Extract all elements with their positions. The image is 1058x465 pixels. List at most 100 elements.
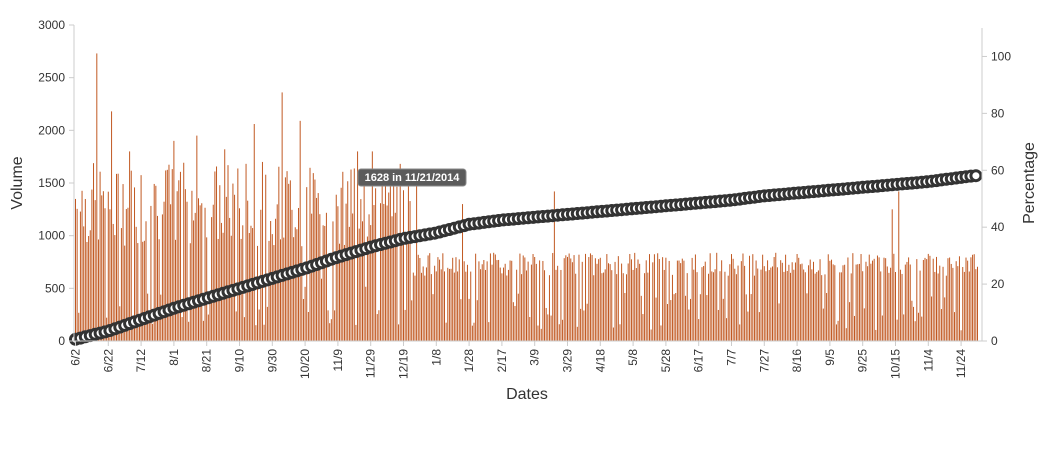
volume-bar — [384, 169, 386, 341]
volume-bar — [89, 230, 91, 341]
volume-bar — [732, 258, 734, 341]
volume-bar — [819, 259, 821, 341]
volume-bar — [175, 239, 177, 341]
volume-bar — [688, 309, 690, 341]
volume-bar — [940, 309, 942, 341]
volume-bar — [917, 312, 919, 341]
volume-bar — [516, 269, 518, 341]
volume-bar — [311, 213, 313, 341]
volume-bar — [936, 256, 937, 341]
volume-bar — [596, 263, 598, 341]
volume-bar — [225, 196, 227, 341]
volume-bar — [844, 264, 846, 341]
volume-bar — [237, 168, 239, 341]
volume-bar — [598, 259, 600, 341]
volume-bar — [368, 214, 370, 341]
volume-bar — [680, 263, 682, 341]
volume-bar — [196, 135, 198, 341]
volume-bar — [165, 170, 167, 341]
volume-bar — [284, 177, 286, 341]
volume-bar — [586, 303, 588, 341]
volume-bar — [901, 273, 903, 341]
volume-bar — [289, 180, 291, 341]
volume-bar — [485, 269, 486, 341]
volume-bar — [762, 254, 764, 341]
x-tick-label: 6/22 — [101, 349, 115, 373]
volume-bar — [268, 240, 270, 341]
volume-bar — [363, 175, 365, 341]
volume-bar — [355, 324, 357, 341]
volume-bar — [903, 314, 905, 341]
volume-bar — [945, 275, 947, 341]
volume-bar — [263, 324, 265, 341]
volume-bar — [537, 325, 539, 341]
volume-bar — [729, 264, 731, 341]
volume-bar — [622, 273, 624, 341]
volume-bar — [865, 261, 867, 341]
x-tick-label: 9/30 — [265, 349, 279, 373]
volume-bar — [811, 269, 813, 341]
volume-bar — [649, 254, 650, 341]
volume-bar — [557, 265, 559, 341]
y-tick-label-right: 20 — [991, 277, 1005, 291]
volume-bar — [712, 272, 714, 341]
volume-bar — [504, 263, 506, 341]
volume-bar — [548, 275, 550, 341]
volume-bar — [530, 264, 532, 341]
volume-bar — [749, 255, 751, 341]
volume-bar — [198, 198, 199, 341]
volume-bar — [929, 255, 931, 341]
x-tick-label: 7/7 — [725, 349, 739, 366]
volume-bar — [84, 198, 86, 341]
volume-bar — [201, 203, 203, 341]
volume-bar — [184, 189, 186, 341]
volume-bar — [552, 253, 554, 341]
volume-bar — [967, 260, 969, 341]
volume-bar — [181, 317, 183, 341]
volume-bar — [145, 221, 147, 341]
volume-bar — [690, 298, 691, 341]
volume-bar — [647, 272, 649, 341]
volume-bar — [211, 217, 213, 341]
volume-bar — [599, 257, 601, 341]
volume-bar — [383, 203, 385, 341]
volume-bar — [138, 321, 140, 341]
volume-bar — [79, 211, 81, 341]
volume-bar — [532, 254, 534, 341]
volume-bar — [644, 273, 646, 341]
volume-bar — [673, 294, 675, 341]
volume-bar — [767, 260, 769, 341]
volume-bar — [878, 257, 880, 341]
volume-bar — [886, 266, 888, 341]
volume-bar — [742, 253, 744, 341]
volume-bar — [822, 308, 824, 341]
volume-bar — [99, 171, 101, 341]
volume-bar — [366, 236, 368, 341]
volume-bar — [539, 260, 541, 341]
volume-bar — [475, 253, 477, 341]
volume-bar — [104, 208, 106, 341]
volume-bar — [968, 271, 970, 341]
volume-bar — [711, 271, 713, 341]
volume-bar — [178, 180, 180, 341]
volume-bar — [724, 271, 726, 341]
volume-bar — [179, 171, 181, 341]
volume-bar — [804, 272, 806, 341]
volume-bar — [143, 240, 145, 341]
x-tick-label: 9/10 — [233, 349, 247, 373]
volume-bar — [785, 254, 787, 341]
volume-bar — [389, 179, 391, 341]
volume-bar — [949, 257, 951, 341]
volume-bar — [393, 182, 395, 341]
volume-bar — [286, 171, 288, 341]
volume-bar — [483, 260, 485, 341]
volume-bar — [329, 323, 331, 341]
volume-bar — [473, 322, 475, 341]
volume-bar — [872, 260, 874, 341]
volume-bar — [970, 257, 972, 341]
volume-bar — [75, 198, 76, 341]
volume-bar — [562, 319, 564, 341]
volume-bar — [783, 271, 785, 341]
volume-bar — [975, 269, 977, 341]
volume-bar — [621, 263, 623, 341]
